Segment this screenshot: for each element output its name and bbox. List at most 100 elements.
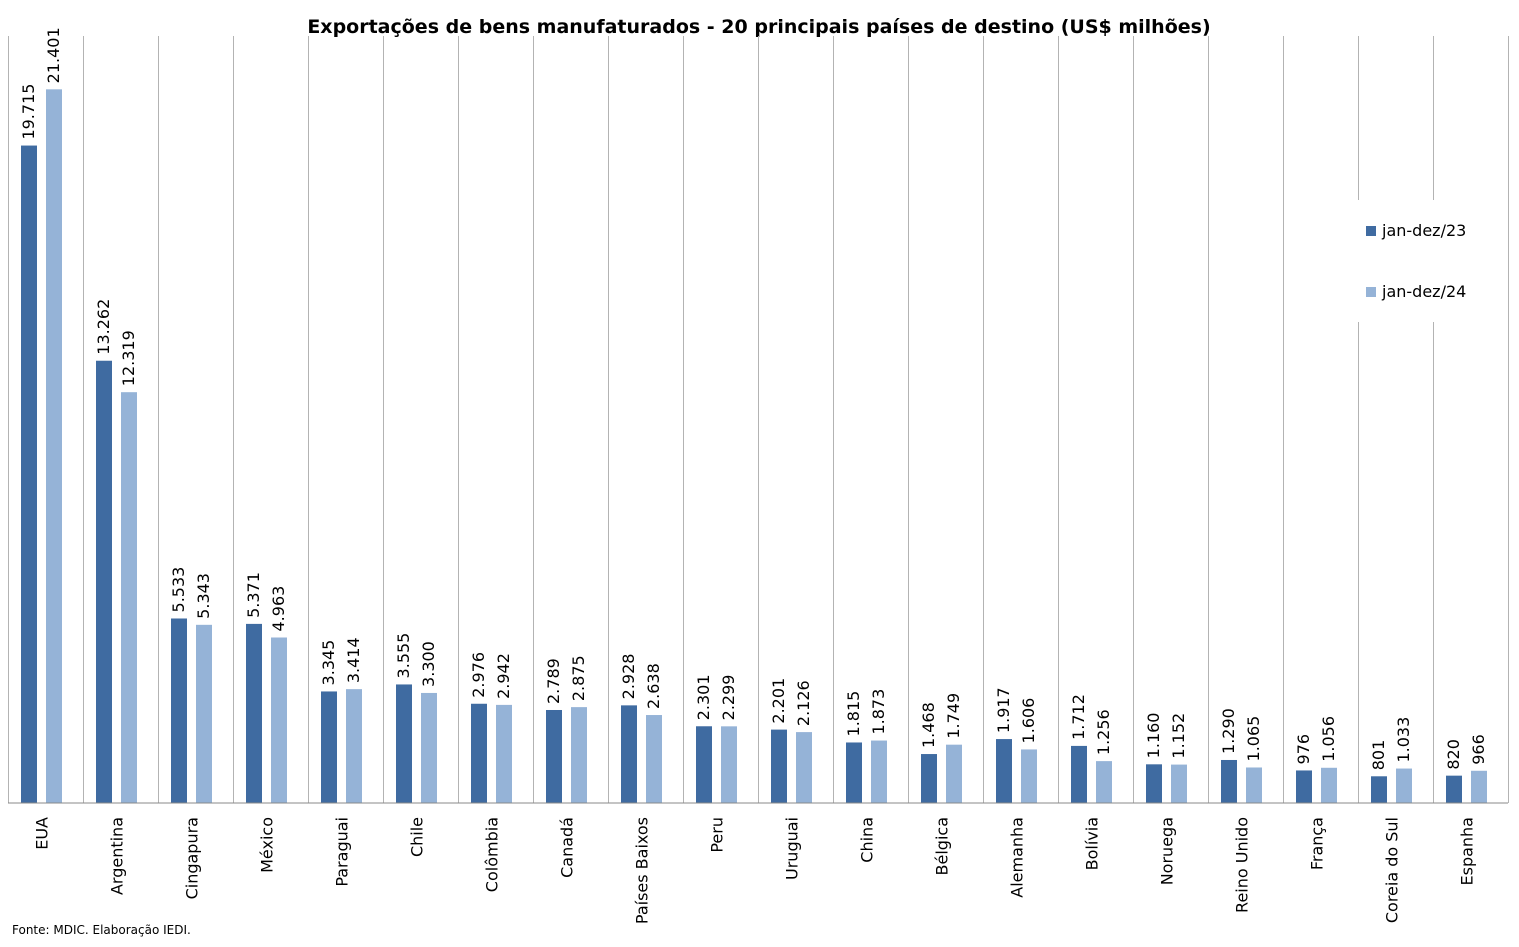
bar-2023: [696, 726, 712, 803]
bar-2024: [646, 715, 662, 803]
bar-2023: [21, 145, 37, 803]
data-label: 2.299: [719, 675, 738, 721]
category-label: Bolívia: [1083, 817, 1102, 870]
bar-2023: [396, 684, 412, 803]
data-label: 2.638: [644, 663, 663, 709]
bar-2024: [196, 624, 212, 803]
bar-2024: [1096, 761, 1112, 803]
data-label: 3.345: [319, 640, 338, 686]
data-label: 820: [1444, 739, 1463, 770]
data-label: 3.555: [394, 633, 413, 679]
data-label: 801: [1369, 740, 1388, 771]
data-label: 1.065: [1244, 716, 1263, 762]
data-label: 1.606: [1019, 698, 1038, 744]
data-label: 2.301: [694, 674, 713, 720]
category-label: Paraguai: [333, 817, 352, 887]
category-label: China: [858, 817, 877, 863]
legend: jan-dez/23 jan-dez/24: [1366, 221, 1466, 301]
bar-2024: [46, 89, 62, 803]
data-label: 5.371: [244, 572, 263, 618]
bar-2023: [246, 623, 262, 803]
bar-2024: [496, 704, 512, 803]
bar-2023: [621, 705, 637, 803]
bar-2024: [871, 740, 887, 803]
legend-swatch: [1366, 287, 1376, 297]
category-label: Alemanha: [1008, 817, 1027, 898]
bar-2024: [421, 692, 437, 803]
gridlines: [8, 36, 1509, 803]
category-label: Espanha: [1458, 817, 1477, 886]
source-note: Fonte: MDIC. Elaboração IEDI.: [12, 923, 191, 937]
category-label: Chile: [408, 817, 427, 857]
category-label: México: [258, 817, 277, 873]
category-label: Bélgica: [933, 817, 952, 875]
data-label: 2.928: [619, 654, 638, 700]
category-label: Uruguai: [783, 817, 802, 880]
bar-2024: [1396, 768, 1412, 803]
data-label: 5.343: [194, 573, 213, 619]
bar-2024: [121, 392, 137, 803]
data-label: 1.873: [869, 689, 888, 735]
bar-2024: [1171, 764, 1187, 803]
category-label: Reino Unido: [1233, 817, 1252, 913]
bar-2023: [1371, 776, 1387, 803]
data-label: 5.533: [169, 567, 188, 613]
data-label: 19.715: [19, 84, 38, 140]
chart-title: Exportações de bens manufaturados - 20 p…: [307, 16, 1210, 38]
data-label: 1.712: [1069, 694, 1088, 740]
legend-label: jan-dez/23: [1381, 221, 1466, 240]
bar-2023: [96, 360, 112, 803]
category-labels: EUA Argentina Cingapura México Paraguai Chile…: [33, 817, 1477, 924]
data-label: 966: [1469, 734, 1488, 765]
data-label: 2.942: [494, 653, 513, 699]
bar-2024: [1021, 749, 1037, 803]
data-label: 1.468: [919, 702, 938, 748]
data-label: 1.033: [1394, 717, 1413, 763]
data-label: 3.300: [419, 641, 438, 687]
data-label: 4.963: [269, 586, 288, 632]
bar-2024: [271, 637, 287, 803]
data-label: 3.414: [344, 637, 363, 683]
data-label: 976: [1294, 734, 1313, 765]
category-label: Coreia do Sul: [1383, 817, 1402, 923]
bar-2023: [1296, 770, 1312, 803]
bar-2024: [1246, 767, 1262, 803]
legend-swatch: [1366, 226, 1376, 236]
bar-2023: [846, 742, 862, 803]
bar-2023: [1146, 764, 1162, 803]
bar-2024: [946, 744, 962, 803]
data-label: 13.262: [94, 299, 113, 355]
category-label: Cingapura: [183, 817, 202, 899]
category-label: Canadá: [558, 817, 577, 878]
bar-2024: [796, 732, 812, 803]
bar-2023: [921, 754, 937, 803]
data-label: 1.749: [944, 693, 963, 739]
bar-2023: [171, 618, 187, 803]
bar-2023: [1221, 759, 1237, 803]
category-label: França: [1308, 817, 1327, 870]
category-label: Peru: [708, 817, 727, 853]
category-label: EUA: [33, 817, 52, 850]
category-label: Países Baixos: [633, 817, 652, 924]
data-label: 1.815: [844, 691, 863, 737]
data-label: 1.160: [1144, 713, 1163, 759]
bar-2024: [346, 689, 362, 803]
legend-label: jan-dez/24: [1381, 282, 1466, 301]
data-label: 1.152: [1169, 713, 1188, 759]
bar-2024: [721, 726, 737, 803]
data-label: 2.976: [469, 652, 488, 698]
data-label: 1.056: [1319, 716, 1338, 762]
data-label: 1.256: [1094, 709, 1113, 755]
data-label: 2.126: [794, 680, 813, 726]
bar-2023: [471, 703, 487, 803]
bar-2023: [321, 691, 337, 803]
category-label: Noruega: [1158, 817, 1177, 885]
bar-2023: [996, 739, 1012, 803]
data-label: 1.290: [1219, 708, 1238, 754]
bar-2024: [571, 707, 587, 803]
data-label: 21.401: [44, 27, 63, 83]
bar-2023: [1446, 775, 1462, 803]
bar-2024: [1471, 770, 1487, 803]
value-labels: 19.715 21.401 13.262 12.319 5.533 5.343 5.371 4…: [19, 27, 1488, 770]
